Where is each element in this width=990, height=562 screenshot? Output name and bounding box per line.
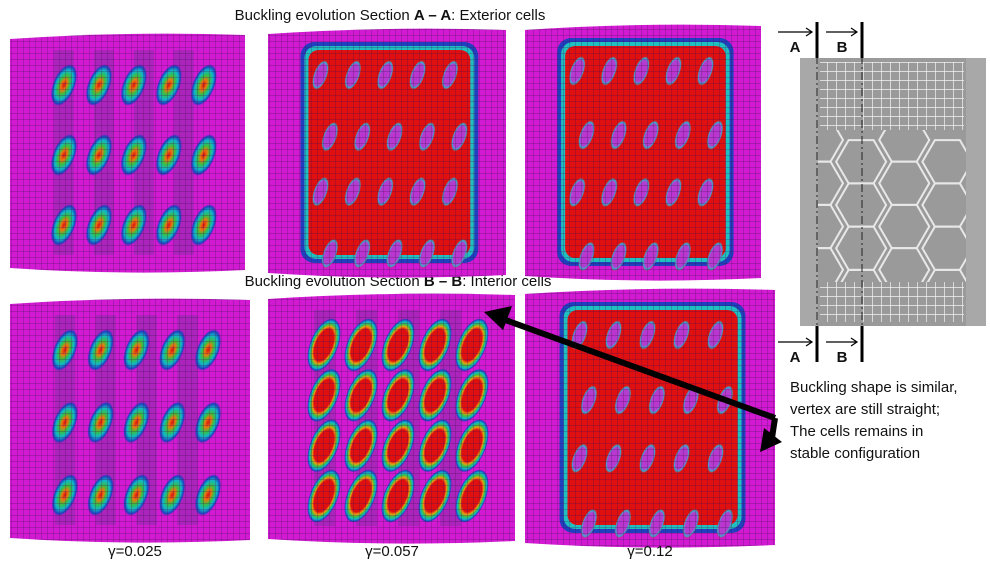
callout-arrows [484, 306, 782, 452]
mesh [268, 293, 515, 544]
annotation-line: vertex are still straight; [790, 401, 940, 418]
section-marker: A [790, 39, 801, 56]
view-arrow [778, 27, 814, 37]
annotation-line: The cells remains in [790, 423, 923, 440]
title-text: : Interior cells [462, 273, 551, 290]
fe-panel [10, 33, 245, 273]
fe-panel [268, 28, 506, 278]
view-arrow [826, 337, 859, 347]
schematic: A B A B [778, 22, 986, 366]
annotation-line: stable configuration [790, 445, 920, 462]
title-text: Buckling evolution Section [235, 7, 414, 24]
view-arrow [826, 27, 859, 37]
mesh [525, 24, 761, 281]
panels [10, 24, 775, 548]
edge-band [966, 58, 986, 326]
strain-label: γ=0.025 [108, 543, 162, 560]
strain-label: γ=0.057 [365, 543, 419, 560]
arrow-head [760, 428, 782, 452]
hex-cell [818, 247, 845, 282]
mesh [525, 288, 775, 548]
fe-panel [525, 288, 775, 548]
view-arrow [778, 337, 814, 347]
arrow-shaft [498, 315, 777, 421]
section-marker: B [837, 39, 848, 56]
section-name: A – A [414, 7, 451, 24]
title-text: : Exterior cells [451, 7, 545, 24]
mesh [10, 33, 245, 273]
honeycomb [818, 130, 966, 282]
hex-cell [926, 268, 966, 282]
section-marker: B [837, 349, 848, 366]
edge-band [800, 58, 818, 326]
strain-label: γ=0.12 [627, 543, 672, 560]
section-title: Buckling evolution Section A – A: Exteri… [235, 7, 546, 24]
hex-cell [840, 268, 882, 282]
arrow-head [484, 306, 512, 330]
mesh [10, 298, 250, 543]
mesh [268, 28, 506, 278]
face-sheet-grid [820, 62, 964, 130]
section-marker: A [790, 349, 801, 366]
annotation-line: Buckling shape is similar, [790, 379, 958, 396]
face-sheet-grid [820, 282, 964, 322]
fe-panel [268, 293, 515, 544]
fe-panel [525, 24, 761, 281]
hex-cell [878, 247, 931, 282]
fe-panel [10, 298, 250, 543]
